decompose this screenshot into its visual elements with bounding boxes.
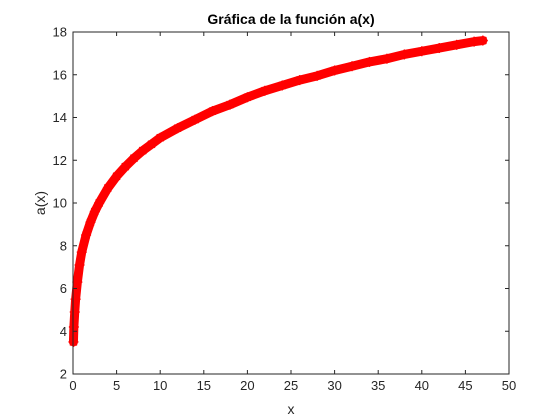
x-tick-label: 5 [113, 378, 120, 393]
x-axis-label: x [288, 401, 295, 417]
data-point [94, 198, 105, 208]
ticks-layer: 0 5 10 15 20 25 30 35 40 45 50 2 4 6 8 10 12 14 16 18 [53, 25, 517, 394]
x-tick-label: 45 [458, 378, 472, 393]
data-point [477, 35, 488, 46]
x-tick-label: 50 [502, 378, 516, 393]
data-point [76, 247, 87, 258]
data-point [242, 92, 253, 103]
data-point [381, 53, 392, 64]
x-tick-label: 20 [240, 378, 254, 393]
chart-title: Gráfica de la función a(x) [207, 11, 374, 27]
data-point [72, 277, 83, 288]
data-point [469, 36, 480, 47]
data-point [120, 161, 131, 172]
data-point [68, 321, 79, 332]
data-point [294, 75, 305, 86]
y-tick-label: 6 [60, 281, 67, 296]
y-axis-label: a(x) [32, 191, 48, 215]
data-point [146, 139, 157, 150]
data-point [70, 294, 81, 305]
data-point [329, 65, 340, 76]
data-point [85, 217, 96, 228]
data-point [111, 171, 122, 182]
data-point [399, 49, 410, 60]
data-point [155, 132, 166, 143]
x-tick-label: 15 [197, 378, 211, 393]
x-tick-label: 40 [415, 378, 429, 393]
y-tick-label: 4 [60, 324, 67, 339]
data-point [312, 70, 323, 81]
y-tick-label: 10 [53, 196, 67, 211]
data-point [451, 39, 462, 50]
y-tick-label: 14 [53, 110, 67, 125]
x-tick-label: 10 [153, 378, 167, 393]
data-point [434, 43, 445, 54]
data-point [102, 183, 113, 194]
axes-background [73, 32, 509, 374]
y-tick-label: 8 [60, 238, 67, 253]
data-point [81, 230, 92, 241]
data-point [89, 206, 100, 217]
data-point [69, 307, 80, 318]
data-point [137, 145, 148, 156]
data-point [347, 61, 358, 72]
data-point [277, 80, 288, 91]
data-point [129, 153, 140, 164]
data-point [74, 259, 85, 270]
x-tick-label: 35 [371, 378, 385, 393]
y-tick-label: 16 [53, 67, 67, 82]
data-point [207, 106, 218, 117]
data-point [224, 99, 235, 110]
data-point [364, 56, 375, 67]
y-tick-label: 12 [53, 153, 67, 168]
data-point [259, 85, 270, 96]
data-point [172, 123, 183, 134]
data-point [190, 114, 201, 125]
y-tick-label: 2 [60, 367, 67, 382]
x-tick-label: 25 [284, 378, 298, 393]
x-tick-label: 30 [327, 378, 341, 393]
data-layer [68, 35, 488, 347]
y-tick-label: 18 [53, 25, 67, 40]
data-point [416, 46, 427, 57]
x-tick-label: 0 [69, 378, 76, 393]
